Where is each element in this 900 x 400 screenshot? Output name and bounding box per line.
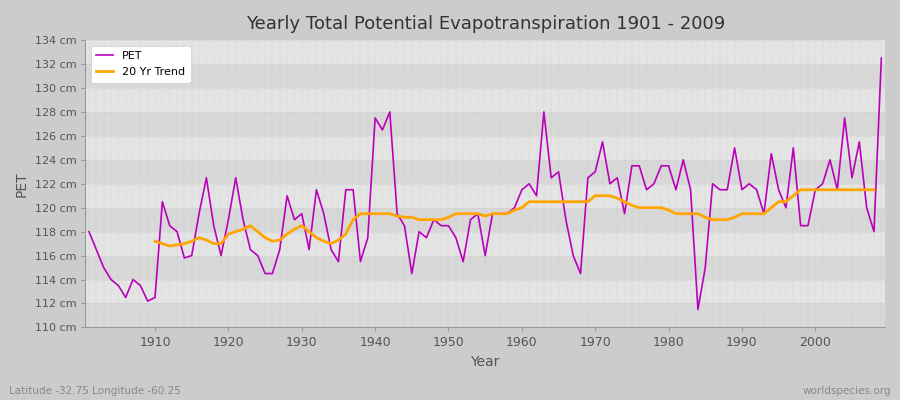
Legend: PET, 20 Yr Trend: PET, 20 Yr Trend: [91, 46, 191, 82]
20 Yr Trend: [326, 241, 337, 246]
PET: [692, 307, 703, 312]
20 Yr Trend: [517, 205, 527, 210]
20 Yr Trend: [149, 239, 160, 244]
X-axis label: Year: Year: [471, 355, 500, 369]
Bar: [86, 184, 885, 208]
Title: Yearly Total Potential Evapotranspiration 1901 - 2009: Yearly Total Potential Evapotranspiratio…: [246, 15, 724, 33]
Bar: [86, 256, 885, 280]
Bar: [86, 232, 885, 256]
Bar: [86, 280, 885, 304]
Bar: [86, 40, 885, 64]
20 Yr Trend: [868, 187, 879, 192]
Line: 20 Yr Trend: 20 Yr Trend: [155, 190, 874, 246]
PET: [876, 56, 886, 60]
Text: Latitude -32.75 Longitude -60.25: Latitude -32.75 Longitude -60.25: [9, 386, 181, 396]
20 Yr Trend: [538, 199, 549, 204]
Bar: [86, 136, 885, 160]
PET: [347, 187, 358, 192]
Text: worldspecies.org: worldspecies.org: [803, 386, 891, 396]
PET: [517, 187, 527, 192]
PET: [142, 299, 153, 304]
20 Yr Trend: [796, 187, 806, 192]
Bar: [86, 160, 885, 184]
Line: PET: PET: [89, 58, 881, 310]
PET: [84, 229, 94, 234]
Bar: [86, 304, 885, 328]
20 Yr Trend: [165, 244, 176, 248]
PET: [605, 181, 616, 186]
PET: [303, 247, 314, 252]
20 Yr Trend: [377, 211, 388, 216]
20 Yr Trend: [722, 217, 733, 222]
Bar: [86, 88, 885, 112]
Bar: [86, 64, 885, 88]
Y-axis label: PET: PET: [15, 171, 29, 196]
Bar: [86, 112, 885, 136]
20 Yr Trend: [347, 217, 358, 222]
PET: [509, 205, 520, 210]
Bar: [86, 208, 885, 232]
